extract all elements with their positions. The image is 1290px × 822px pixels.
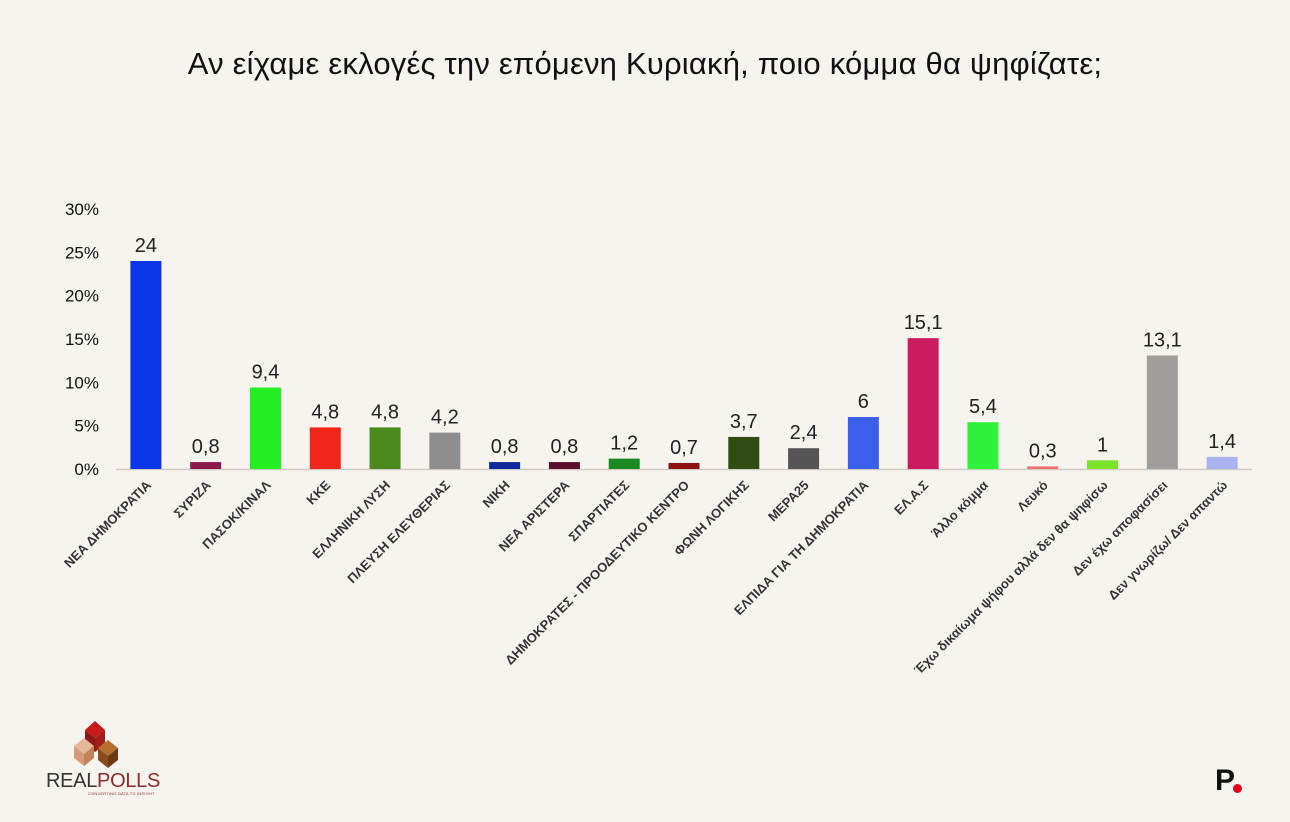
bar-3 <box>249 387 281 469</box>
data-label-1: 24 <box>135 235 157 257</box>
realpolls-tagline: CONVERTING DATA TO INSIGHT <box>88 791 155 796</box>
bar-10 <box>668 462 700 469</box>
y-tick-label: 10% <box>65 373 99 392</box>
bar-19 <box>1206 456 1238 469</box>
data-label-13: 6 <box>858 391 869 413</box>
bar-16 <box>1027 466 1059 469</box>
category-label-15: Άλλο κόμμα <box>928 478 991 541</box>
y-tick-label: 15% <box>65 330 99 349</box>
bar-12 <box>788 448 820 469</box>
data-label-9: 1,2 <box>610 433 638 455</box>
bar-17 <box>1087 460 1119 469</box>
category-label-12: ΜΕΡΑ25 <box>765 478 812 525</box>
bar-13 <box>847 417 879 469</box>
data-label-4: 4,8 <box>311 401 339 423</box>
y-tick-label: 20% <box>65 287 99 306</box>
data-label-14: 15,1 <box>904 312 943 334</box>
data-label-12: 2,4 <box>790 422 818 444</box>
category-label-4: ΚΚΕ <box>303 477 333 507</box>
bar-15 <box>967 422 999 469</box>
data-label-2: 0,8 <box>192 436 220 458</box>
data-label-3: 9,4 <box>252 362 280 384</box>
bar-2 <box>190 462 222 469</box>
category-label-16: Λευκό <box>1014 477 1051 514</box>
realpolls-logo-icon <box>74 721 118 768</box>
data-label-7: 0,8 <box>491 436 519 458</box>
data-label-11: 3,7 <box>730 411 758 433</box>
bar-7 <box>489 462 521 469</box>
bar-5 <box>369 427 401 469</box>
brand-logo-dot <box>1233 784 1242 793</box>
data-label-15: 5,4 <box>969 396 997 418</box>
category-label-7: ΝΙΚΗ <box>480 478 513 511</box>
category-label-9: ΣΠΑΡΤΙΑΤΕΣ <box>565 477 632 544</box>
y-tick-label: 30% <box>65 200 99 219</box>
bar-4 <box>309 427 341 469</box>
data-label-18: 13,1 <box>1143 329 1182 351</box>
chart-title: Αν είχαμε εκλογές την επόμενη Κυριακή, π… <box>187 46 1103 81</box>
brand-logo-right: P <box>1215 764 1236 797</box>
data-label-5: 4,8 <box>371 401 399 423</box>
y-tick-label: 25% <box>65 243 99 262</box>
y-tick-label: 0% <box>74 460 99 479</box>
data-label-6: 4,2 <box>431 407 459 429</box>
data-label-8: 0,8 <box>551 436 579 458</box>
data-label-10: 0,7 <box>670 437 698 459</box>
bar-9 <box>608 458 640 469</box>
category-label-1: ΝΕΑ ΔΗΜΟΚΡΑΤΙΑ <box>61 477 154 570</box>
category-label-2: ΣΥΡΙΖΑ <box>171 477 215 521</box>
realpolls-logo-text: REALPOLLS <box>46 770 161 792</box>
data-label-16: 0,3 <box>1029 440 1057 462</box>
bar-8 <box>548 462 580 469</box>
bar-14 <box>907 338 939 469</box>
data-label-17: 1 <box>1097 434 1108 456</box>
category-label-19: Δεν γνωρίζω/ Δεν απαντώ <box>1105 478 1230 603</box>
bar-6 <box>429 432 461 469</box>
y-tick-label: 5% <box>74 417 99 436</box>
bar-18 <box>1146 355 1178 469</box>
data-label-19: 1,4 <box>1208 431 1236 453</box>
bar-11 <box>728 436 760 469</box>
category-label-6: ΠΛΕΥΣΗ ΕΛΕΥΘΕΡΙΑΣ <box>344 477 453 586</box>
category-label-14: ΕΛ.Α.Σ <box>891 477 931 517</box>
bar-1 <box>130 261 162 469</box>
